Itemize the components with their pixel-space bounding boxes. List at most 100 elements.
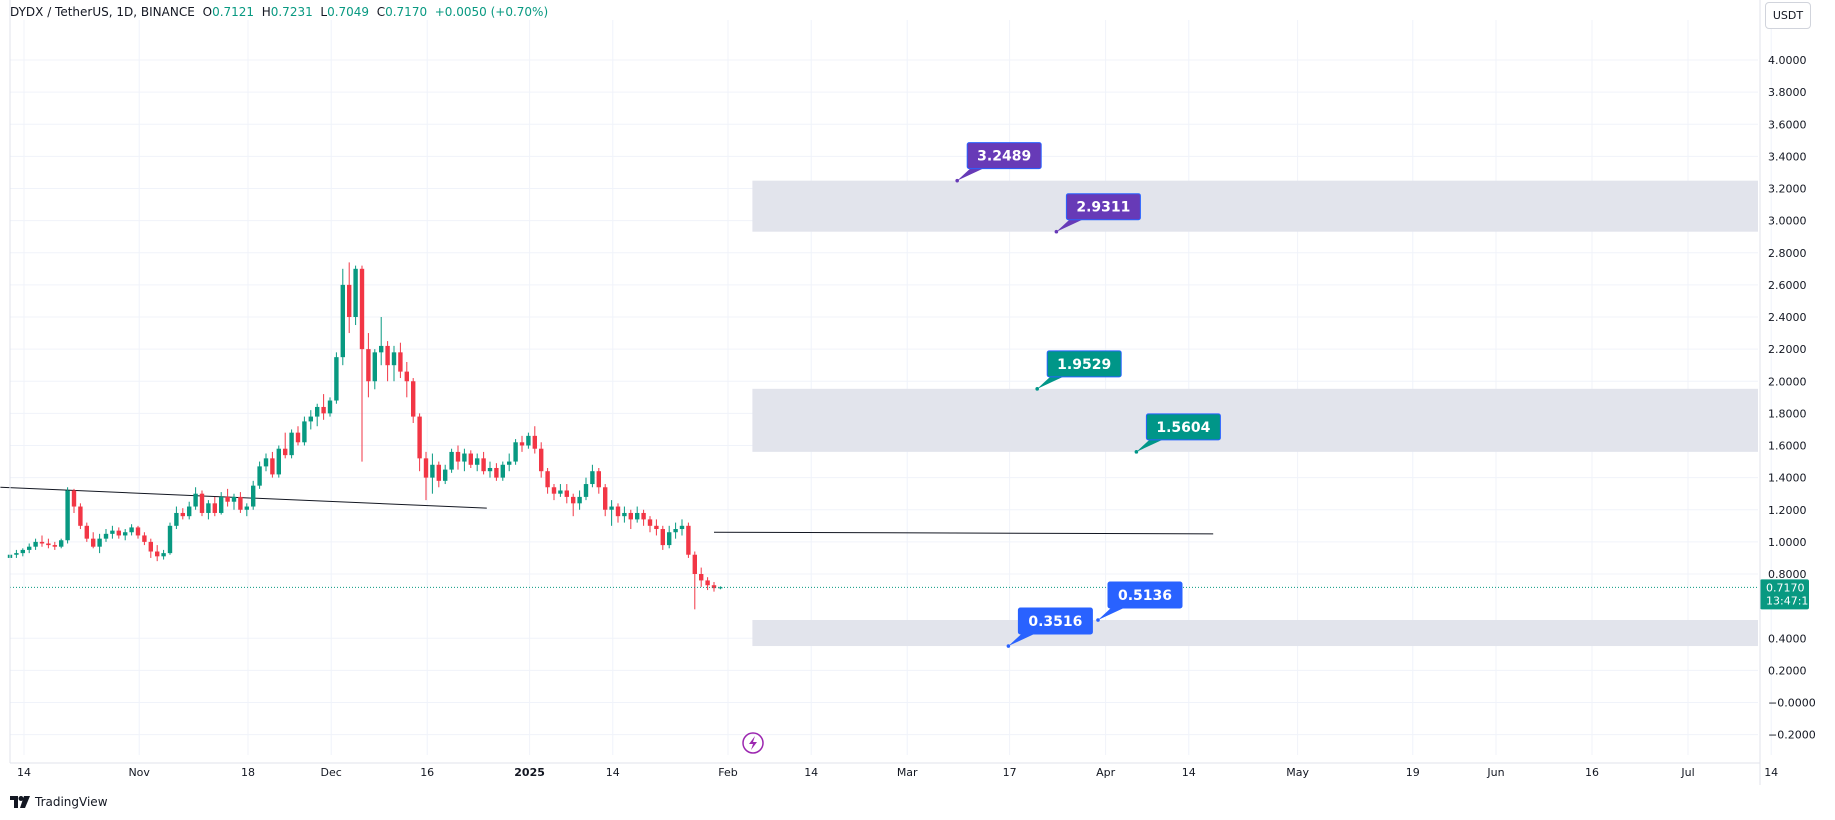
tradingview-logo[interactable]: TradingView xyxy=(10,795,108,809)
price-tick-label: 1.4000 xyxy=(1768,472,1807,485)
price-tick-label: 2.2000 xyxy=(1768,343,1807,356)
candle-body xyxy=(500,464,505,478)
candle-body xyxy=(91,538,96,547)
candle-body xyxy=(52,545,57,547)
candle-body xyxy=(635,512,640,520)
price-callout-label: 1.9529 xyxy=(1057,357,1111,373)
candle-body xyxy=(417,416,422,459)
candle-body xyxy=(487,467,493,472)
price-tick-label: 1.2000 xyxy=(1768,504,1807,517)
candle-body xyxy=(167,525,173,554)
candle-body xyxy=(609,506,614,510)
candle-body xyxy=(174,512,179,526)
candle-body xyxy=(603,487,608,510)
price-tick-label: 0.2000 xyxy=(1768,664,1807,677)
candle-body xyxy=(622,512,627,517)
open-value: 0.7121 xyxy=(212,5,255,19)
axes: 4.0000 3.8000 3.6000 3.4000 3.2000 3.0000 2.80… xyxy=(9,0,1816,785)
price-tick-label: 1.0000 xyxy=(1768,536,1807,549)
time-tick-label: Feb xyxy=(718,766,737,779)
candle-body xyxy=(430,464,435,478)
time-tick-label: Nov xyxy=(128,766,150,779)
price-tick-label: 3.4000 xyxy=(1768,150,1807,163)
time-tick-label: 14 xyxy=(1764,766,1778,779)
price-callout-box xyxy=(1046,350,1122,378)
candle-body xyxy=(379,345,384,353)
time-tick-label: 16 xyxy=(1585,766,1599,779)
candle-body xyxy=(507,461,512,465)
candle-body xyxy=(257,466,262,486)
last-price-countdown: 13:47:13 xyxy=(1766,594,1815,607)
candle-body xyxy=(283,448,288,456)
time-tick-label: 16 xyxy=(420,766,434,779)
open-label: O xyxy=(202,5,213,19)
candle-body xyxy=(97,538,102,547)
candle-body xyxy=(225,496,230,502)
price-callouts: 3.2489 2.9311 1.9529 1.5604 0.5136 0.3516 xyxy=(955,142,1221,648)
price-callout-pointer xyxy=(1136,438,1165,452)
price-callout-label: 1.5604 xyxy=(1156,420,1210,436)
candle-body xyxy=(359,268,365,350)
candle-body xyxy=(481,458,486,472)
candle-body xyxy=(238,496,243,510)
price-tick-label: 0.4000 xyxy=(1768,632,1807,645)
price-callout-pointer xyxy=(1098,607,1126,621)
candle-body xyxy=(615,506,621,517)
candle-body xyxy=(315,406,320,417)
time-tick-label: May xyxy=(1286,766,1309,779)
candle-body xyxy=(71,490,77,507)
price-zone xyxy=(752,388,1758,452)
candle-body xyxy=(692,554,697,574)
price-callout-pointer xyxy=(1037,375,1066,389)
lightning-icon[interactable] xyxy=(742,732,764,754)
last-price-tag xyxy=(1760,579,1809,610)
candle-body xyxy=(583,484,589,497)
trend-line xyxy=(0,486,487,509)
candle-body xyxy=(302,421,307,443)
candle-body xyxy=(187,506,192,517)
time-tick-label: 19 xyxy=(1406,766,1420,779)
candle-body xyxy=(212,503,217,513)
candle-body xyxy=(686,525,691,555)
symbol-title[interactable]: DYDX / TetherUS, 1D, BINANCE xyxy=(10,5,195,19)
candle-body xyxy=(513,442,518,462)
last-price-label: 0.7170 xyxy=(1766,581,1805,594)
candle-body xyxy=(295,432,301,443)
candle-body xyxy=(411,381,416,417)
time-tick-label: 14 xyxy=(606,766,620,779)
candle-body xyxy=(647,519,653,526)
time-tick-label: 17 xyxy=(1003,766,1017,779)
price-callout-pointer xyxy=(957,167,986,181)
candle-body xyxy=(596,471,601,488)
candle-body xyxy=(705,580,710,586)
price-tick-label: 2.8000 xyxy=(1768,247,1807,260)
candle-body xyxy=(673,529,678,533)
candle-body xyxy=(148,541,153,552)
candle-body xyxy=(327,400,333,414)
price-tick-label: 3.8000 xyxy=(1768,86,1807,99)
price-tick-label: 2.0000 xyxy=(1768,375,1807,388)
candle-body xyxy=(27,546,32,550)
candle-body xyxy=(551,487,557,494)
candle-body xyxy=(455,451,461,462)
price-callout-anchor xyxy=(1035,387,1039,391)
candle-body xyxy=(276,448,281,475)
candle-body xyxy=(231,496,237,502)
price-callout-anchor xyxy=(1006,644,1011,648)
price-tick-label: 3.0000 xyxy=(1768,215,1807,228)
time-tick-label: 18 xyxy=(241,766,255,779)
high-value: 0.7231 xyxy=(270,5,313,19)
candle-body xyxy=(711,585,717,589)
candle-body xyxy=(308,416,313,422)
time-tick-label: Jun xyxy=(1486,766,1504,779)
price-callout-label: 3.2489 xyxy=(977,149,1031,165)
price-callout-label: 2.9311 xyxy=(1076,200,1130,216)
candle-body xyxy=(641,512,646,520)
time-tick-label: 2025 xyxy=(514,766,545,779)
candle-body xyxy=(129,527,134,533)
currency-button[interactable]: USDT xyxy=(1765,2,1811,29)
candle-body xyxy=(155,551,160,557)
candle-body xyxy=(244,506,249,510)
